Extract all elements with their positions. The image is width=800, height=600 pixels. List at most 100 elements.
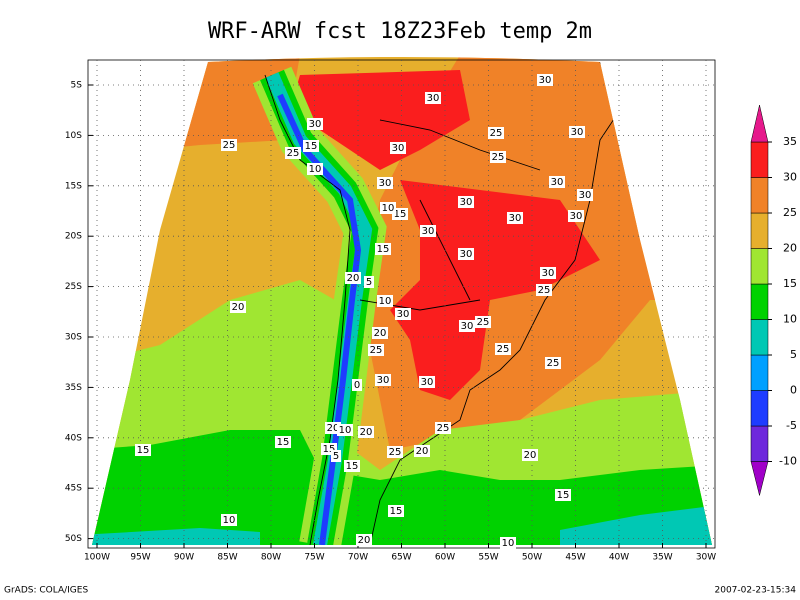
contour-label: 25 (287, 148, 300, 159)
contour-label-box (459, 320, 475, 332)
contour-label-box (568, 210, 584, 222)
colorbar-segment (750, 319, 769, 356)
contour-label: 25 (492, 152, 505, 163)
lat-label: 30S (65, 333, 82, 343)
contour-label-box (377, 177, 393, 189)
lon-label: 70W (348, 553, 368, 563)
contour-label-box (387, 446, 403, 458)
contour-label: 30 (379, 178, 392, 189)
contour-label: 20 (358, 535, 371, 546)
lat-label: 5S (71, 81, 83, 91)
lon-label: 55W (478, 553, 498, 563)
contour-label: 15 (305, 141, 318, 152)
contour-label-box (577, 189, 593, 201)
coastline (264, 74, 351, 545)
contour-label-box (536, 284, 552, 296)
lat-label: 40S (65, 433, 82, 443)
contour-label: 30 (392, 143, 405, 154)
contour-label-box (488, 127, 504, 139)
contour-label-box (377, 295, 393, 307)
contour-label-box (372, 327, 388, 339)
lat-label: 35S (65, 383, 82, 393)
contour-label: 10 (379, 296, 392, 307)
contour-label: 25 (389, 447, 402, 458)
colorbar-segment (750, 177, 769, 214)
contour-label: 20 (360, 427, 373, 438)
contour-label: 10 (382, 203, 395, 214)
contour-label: 30 (421, 377, 434, 388)
colorbar-label: -5 (786, 419, 797, 432)
lon-label: 80W (261, 553, 281, 563)
contour-label-box (425, 92, 441, 104)
lon-label: 90W (174, 553, 194, 563)
contour-label-box (364, 276, 374, 288)
contour-label-box (435, 422, 451, 434)
contour-label-box (352, 379, 362, 391)
contour-label: 20 (347, 273, 360, 284)
contour-label-box (522, 449, 538, 461)
contour-label: 30 (309, 119, 322, 130)
contour-label-box (537, 74, 553, 86)
contour-label: 15 (394, 209, 407, 220)
lon-label: 50W (522, 553, 542, 563)
contour-label-box (344, 460, 360, 472)
contour-label: 15 (390, 506, 403, 517)
colorbar-label: 20 (783, 242, 797, 255)
lon-label: 35W (652, 553, 672, 563)
contour-label-box (390, 142, 406, 154)
contour-label-box (307, 163, 323, 175)
contour-label-box (490, 151, 506, 163)
contour-label: 30 (579, 190, 592, 201)
colorbar-label: 5 (790, 348, 797, 361)
contour-label: 20 (374, 328, 387, 339)
contour-label: 10 (223, 515, 236, 526)
contour-label-box (395, 308, 411, 320)
colorbar-segment (750, 248, 769, 285)
lon-label: 75W (304, 553, 324, 563)
contour-label: 25 (538, 285, 551, 296)
field-15-20 (92, 430, 712, 545)
colorbar-arrow (750, 461, 769, 496)
contour-label: 10 (502, 538, 515, 549)
lat-label: 15S (65, 181, 82, 191)
contour-label: 30 (460, 249, 473, 260)
lat-label: 25S (65, 282, 82, 292)
footer-left: GrADS: COLA/IGES (4, 586, 88, 596)
contour-label-box (569, 126, 585, 138)
contour-label: 30 (427, 93, 440, 104)
contour-label-box (380, 202, 396, 214)
contour-label: 15 (346, 461, 359, 472)
contour-label-box (135, 444, 151, 456)
contour-label-box (545, 357, 561, 369)
contour-label-box (368, 344, 384, 356)
contour-label: 25 (497, 344, 510, 355)
contour-label: 30 (509, 213, 522, 224)
contour-label-box (414, 445, 430, 457)
temperature-field (92, 57, 712, 545)
contour-label-box (221, 514, 237, 526)
contour-label: 25 (490, 128, 503, 139)
contour-label-box (230, 301, 246, 313)
lon-label: 30W (696, 553, 716, 563)
contour-label: 25 (547, 358, 560, 369)
footer-right: 2007-02-23-15:34 (715, 586, 797, 596)
contour-label: 30 (539, 75, 552, 86)
colorbar-label: 0 (790, 384, 797, 397)
contour-label: 20 (524, 450, 537, 461)
contour-label-box (221, 139, 237, 151)
contour-label-box (540, 267, 556, 279)
contour-label-box (507, 212, 523, 224)
colorbar-segment (750, 212, 769, 249)
contour-label-box (495, 343, 511, 355)
lon-label: 40W (609, 553, 629, 563)
contour-label-box (331, 450, 341, 462)
contour-label: 30 (397, 309, 410, 320)
contour-label-box (356, 534, 372, 546)
contour-label: 5 (366, 277, 372, 288)
lon-label: 100W (84, 553, 110, 563)
contour-label: 15 (557, 490, 570, 501)
contour-label-box (285, 147, 301, 159)
contour-label-box (303, 140, 319, 152)
